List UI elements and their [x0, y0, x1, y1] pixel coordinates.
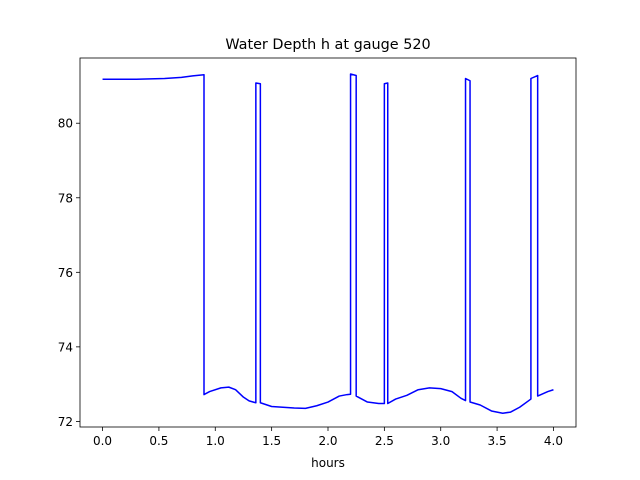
series-line	[102, 73, 554, 414]
y-tick-label: 78	[58, 191, 73, 205]
x-tick-label: 4.0	[544, 434, 563, 448]
y-tick-label: 72	[58, 415, 73, 429]
x-axis-label: hours	[311, 456, 345, 470]
x-tick-label: 2.5	[375, 434, 394, 448]
axes-frame	[79, 57, 577, 428]
x-axis-ticks: 0.0 0.5 1.0 1.5 2.0 2.5 3.0 3.5 4.0	[93, 427, 563, 448]
x-tick-label: 2.0	[318, 434, 337, 448]
plot-area	[102, 73, 554, 414]
y-axis-ticks: 72 74 76 78 80	[58, 117, 80, 429]
y-tick-label: 80	[58, 117, 73, 131]
y-tick-label: 76	[58, 266, 73, 280]
x-tick-label: 0.5	[149, 434, 168, 448]
y-tick-label: 74	[58, 340, 73, 354]
x-tick-label: 3.0	[431, 434, 450, 448]
x-tick-label: 0.0	[93, 434, 112, 448]
x-tick-label: 3.5	[488, 434, 507, 448]
x-tick-label: 1.5	[262, 434, 281, 448]
x-tick-label: 1.0	[206, 434, 225, 448]
chart-title: Water Depth h at gauge 520	[225, 37, 430, 53]
